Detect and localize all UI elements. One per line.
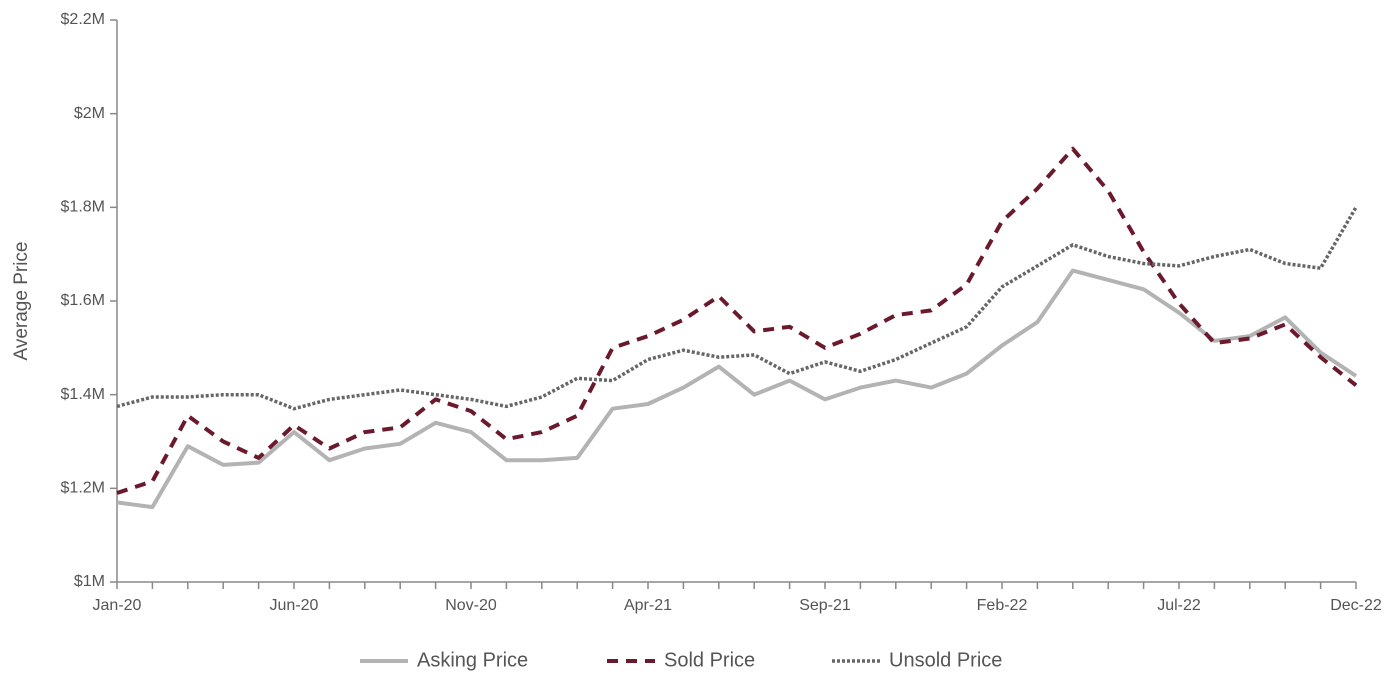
x-tick-label: Feb-22 xyxy=(977,597,1028,614)
series-line xyxy=(116,268,1358,510)
y-tick-label: $1.6M xyxy=(61,292,105,309)
y-axis-title: Average Price xyxy=(11,242,32,361)
x-tick-label: Jul-22 xyxy=(1157,597,1201,614)
series-line xyxy=(116,146,1358,495)
y-tick-label: $1M xyxy=(74,573,105,590)
x-tick-label: Sep-21 xyxy=(799,597,851,614)
legend-label: Sold Price xyxy=(664,649,755,671)
y-tick-label: $1.8M xyxy=(61,199,105,216)
series-line xyxy=(116,206,1358,411)
y-tick-label: $2M xyxy=(74,105,105,122)
x-tick-label: Jun-20 xyxy=(270,597,319,614)
y-tick-label: $2.2M xyxy=(61,11,105,28)
x-tick-label: Dec-22 xyxy=(1330,597,1382,614)
x-tick-label: Nov-20 xyxy=(445,597,497,614)
legend-label: Unsold Price xyxy=(889,649,1002,671)
y-tick-label: $1.2M xyxy=(61,480,105,497)
x-tick-label: Apr-21 xyxy=(624,597,672,614)
legend-label: Asking Price xyxy=(417,649,528,671)
x-tick-label: Jan-20 xyxy=(93,597,142,614)
y-tick-label: $1.4M xyxy=(61,386,105,403)
